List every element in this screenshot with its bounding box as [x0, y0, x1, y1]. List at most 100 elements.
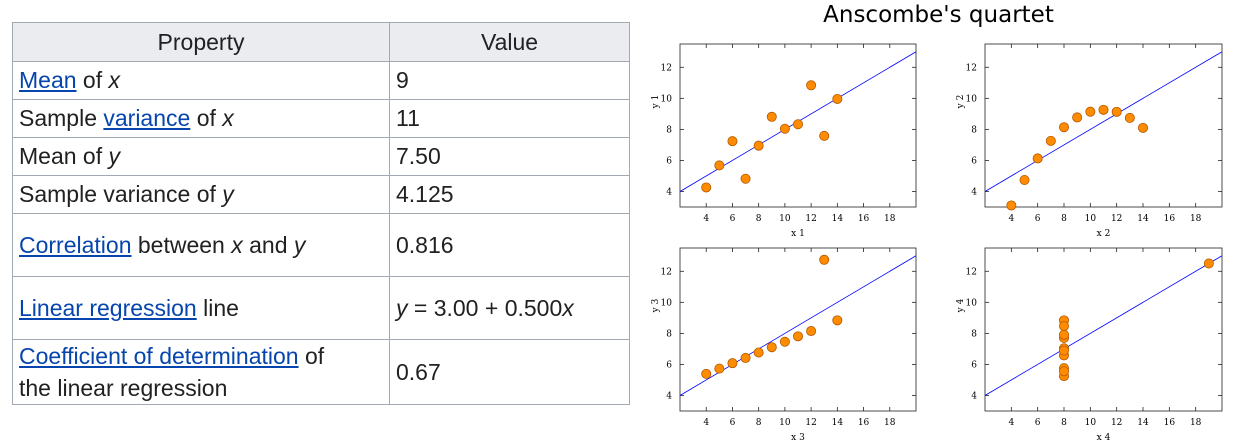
- cell-text: Sample: [19, 105, 104, 131]
- x-tick-label: 6: [1035, 418, 1041, 428]
- data-point: [1058, 366, 1069, 377]
- value-cell: 9: [389, 61, 630, 100]
- chart-title: Anscombe's quartet: [823, 2, 1054, 28]
- y-tick-label: 10: [661, 298, 673, 308]
- regression-line: [680, 255, 916, 396]
- correlation-link[interactable]: Correlation: [19, 231, 132, 258]
- data-point: [792, 119, 803, 130]
- x-tick-label: 14: [832, 214, 844, 224]
- x-tick-label: 18: [1190, 418, 1202, 428]
- coefficient-of-determination-link[interactable]: Coefficient of determination: [19, 343, 299, 369]
- plot-frame: [984, 247, 1223, 412]
- header-value: Value: [389, 22, 630, 62]
- data-point: [740, 352, 751, 363]
- x-axis-label: x 2: [1097, 229, 1111, 239]
- cell-text: = 3.00 + 0.500: [407, 294, 563, 321]
- cell-text: line: [196, 294, 239, 321]
- table-row: Sample variance of x 11: [12, 99, 630, 138]
- data-point: [1072, 112, 1083, 123]
- math-var: y: [222, 181, 234, 207]
- x-tick-label: 10: [779, 418, 791, 428]
- data-point: [727, 358, 738, 369]
- x-tick-label: 18: [884, 418, 896, 428]
- y-tick-label: 12: [966, 63, 977, 73]
- data-point: [1203, 258, 1214, 269]
- header-property: Property: [12, 22, 390, 62]
- x-tick-label: 12: [1111, 214, 1122, 224]
- data-point: [832, 93, 843, 104]
- data-point: [1058, 122, 1069, 133]
- property-cell: Linear regression line: [12, 276, 390, 340]
- regression-line: [985, 51, 1222, 192]
- data-point: [1124, 112, 1135, 123]
- value-cell: 7.50: [389, 137, 630, 176]
- linear-regression-link[interactable]: Linear regression: [19, 294, 197, 321]
- plot-frame: [679, 43, 917, 208]
- data-point: [1098, 104, 1109, 115]
- data-point: [1058, 329, 1069, 340]
- x-axis-label: x 3: [791, 433, 805, 443]
- property-cell: Mean of y: [12, 137, 390, 176]
- y-tick-label: 4: [666, 187, 672, 197]
- math-var: y: [108, 143, 121, 169]
- table-row: Mean of x 9: [12, 61, 630, 100]
- table-row: Mean of y 7.50: [12, 137, 630, 176]
- regression-line: [985, 255, 1222, 396]
- y-tick-label: 6: [666, 156, 672, 166]
- x-tick-label: 14: [1137, 418, 1149, 428]
- y-tick-label: 10: [966, 94, 978, 104]
- data-point: [714, 160, 725, 171]
- data-point: [819, 254, 830, 265]
- variance-link[interactable]: variance: [103, 105, 191, 131]
- table-header-row: Property Value: [12, 22, 630, 62]
- math-var: x: [108, 67, 121, 93]
- data-point: [1085, 106, 1096, 117]
- y-tick-label: 10: [661, 94, 673, 104]
- data-point: [1058, 345, 1069, 356]
- data-point: [753, 347, 764, 358]
- y-tick-label: 12: [966, 267, 977, 277]
- x-tick-label: 6: [730, 214, 736, 224]
- cell-text: Sample variance of: [19, 181, 223, 207]
- property-cell: Sample variance of x: [12, 99, 390, 138]
- data-point: [1137, 122, 1148, 133]
- data-point: [1058, 321, 1069, 332]
- cell-text: between: [131, 231, 232, 258]
- data-point: [1019, 174, 1030, 185]
- plot-frame: [984, 43, 1223, 208]
- data-point: [1045, 135, 1056, 146]
- y-tick-label: 8: [666, 125, 672, 135]
- mean-link[interactable]: Mean: [19, 67, 77, 93]
- y-tick-label: 6: [971, 360, 977, 370]
- y-tick-label: 12: [661, 63, 672, 73]
- data-point: [806, 326, 817, 337]
- x-tick-label: 8: [756, 214, 762, 224]
- data-point: [766, 111, 777, 122]
- x-tick-label: 10: [1085, 214, 1097, 224]
- value-cell: y = 3.00 + 0.500x: [389, 276, 630, 340]
- data-point: [753, 140, 764, 151]
- data-point: [1111, 106, 1122, 117]
- property-cell: Correlation between x and y: [12, 213, 390, 277]
- math-var: y: [396, 294, 408, 321]
- y-tick-label: 4: [666, 391, 672, 401]
- y-tick-label: 6: [666, 360, 672, 370]
- y-tick-label: 8: [666, 329, 672, 339]
- cell-text: of: [298, 343, 325, 369]
- x-tick-label: 14: [832, 418, 844, 428]
- property-cell: Mean of x: [12, 61, 390, 100]
- y-tick-label: 8: [971, 329, 977, 339]
- x-tick-label: 8: [756, 418, 762, 428]
- y-tick-label: 6: [971, 156, 977, 166]
- value-cell: 0.67: [389, 339, 630, 405]
- x-tick-label: 4: [1008, 418, 1014, 428]
- y-tick-label: 4: [971, 391, 977, 401]
- x-axis-label: x 1: [791, 229, 805, 239]
- value-cell: 11: [389, 99, 630, 138]
- math-var: x: [222, 105, 234, 131]
- value-cell: 4.125: [389, 175, 630, 214]
